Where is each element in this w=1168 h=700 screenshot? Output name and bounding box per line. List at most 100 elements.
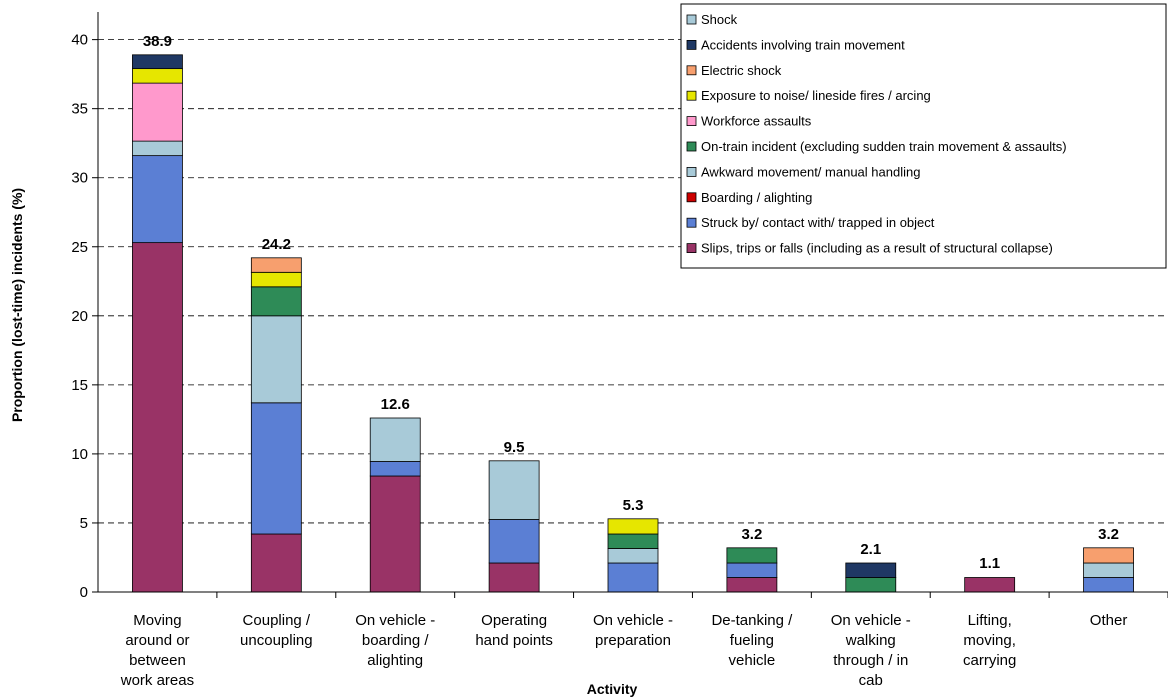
y-tick-label: 0 (80, 584, 88, 601)
bar-segment (607, 518, 659, 535)
y-tick-label: 40 (71, 32, 88, 49)
total-label: 3.2 (1098, 526, 1119, 543)
legend-swatch (686, 243, 697, 254)
bar-segment (132, 68, 183, 84)
x-category-label: carrying (963, 652, 1016, 669)
legend-entry: On-train incident (excluding sudden trai… (701, 139, 1067, 154)
x-category-label: vehicle (729, 652, 776, 669)
total-label: 2.1 (860, 541, 881, 558)
legend: Shock Accidents involving train movement E… (680, 3, 1167, 269)
x-category-label: boarding / (362, 632, 430, 649)
bar-segment (607, 548, 659, 564)
bar-segment (845, 562, 897, 578)
x-category-label: Coupling / (243, 612, 311, 629)
bar-segment (250, 402, 302, 535)
legend-entry: Slips, trips or falls (including as a re… (701, 241, 1053, 256)
legend-entry: Exposure to noise/ lineside fires / arci… (701, 88, 931, 103)
x-category-label: Lifting, (968, 612, 1012, 629)
x-category-label: On vehicle - (831, 612, 911, 629)
x-category-label: preparation (595, 632, 671, 649)
legend-swatch (686, 192, 697, 203)
x-category-label: Moving (133, 612, 181, 629)
legend-entry: Awkward movement/ manual handling (701, 164, 920, 179)
x-category-label: between (129, 652, 186, 669)
bar-segment (607, 562, 659, 593)
bars (132, 54, 1134, 593)
total-label: 9.5 (504, 439, 525, 456)
x-category-label: On vehicle - (593, 612, 673, 629)
legend-entry: Workforce assaults (701, 114, 812, 129)
legend-swatch (686, 217, 697, 228)
bar-segment (250, 315, 302, 404)
bar-segment (250, 286, 302, 317)
bar-segment (488, 460, 540, 520)
bar-segment (132, 140, 183, 157)
bar-segment (488, 519, 540, 564)
bar-segment (250, 533, 302, 593)
y-tick-label: 20 (71, 308, 88, 325)
total-label: 12.6 (381, 396, 410, 413)
y-axis-title: Proportion (lost-time) incidents (%) (9, 188, 25, 422)
x-category-labels: Moving around or between work areas Coupling… (120, 612, 1128, 689)
y-tick-label: 35 (71, 101, 88, 118)
x-category-label: alighting (367, 652, 423, 669)
bar-segment (1083, 562, 1134, 578)
x-category-label: moving, (963, 632, 1016, 649)
x-category-label: walking (845, 632, 896, 649)
total-label: 5.3 (623, 497, 644, 514)
legend-swatch (686, 141, 697, 152)
y-tick-label: 5 (80, 515, 88, 532)
bar-segment (726, 547, 778, 564)
x-category-label: hand points (475, 632, 553, 649)
bar-segment (132, 242, 183, 593)
legend-swatch (686, 90, 697, 101)
total-label: 3.2 (741, 526, 762, 543)
x-category-label: fueling (730, 632, 774, 649)
x-category-label: cab (859, 672, 883, 689)
y-tick-label: 30 (71, 170, 88, 187)
bar-segment (369, 417, 421, 462)
bar-segment (726, 562, 778, 578)
bar-segment (369, 461, 421, 477)
legend-entry: Boarding / alighting (701, 190, 812, 205)
total-label: 24.2 (262, 236, 291, 253)
bar-segment (369, 475, 421, 593)
x-category-label: around or (125, 632, 189, 649)
x-category-label: through / in (833, 652, 908, 669)
x-category-label: uncoupling (240, 632, 313, 649)
bar-segment (845, 577, 897, 593)
legend-entry: Struck by/ contact with/ trapped in obje… (701, 215, 935, 230)
legend-swatch (686, 166, 697, 177)
x-category-label: work areas (120, 672, 194, 689)
legend-entry: Electric shock (701, 63, 782, 78)
axes (92, 12, 1168, 598)
x-category-label: Operating (481, 612, 547, 629)
bar-segment (1083, 577, 1134, 593)
bar-segment (132, 155, 183, 244)
total-label: 1.1 (979, 555, 1000, 572)
bar-segment (964, 577, 1016, 593)
x-category-label: On vehicle - (355, 612, 435, 629)
bar-segment (250, 257, 302, 273)
y-tick-label: 25 (71, 239, 88, 256)
x-category-label: De-tanking / (711, 612, 793, 629)
legend-swatch (686, 40, 697, 50)
x-axis-title: Activity (587, 681, 638, 697)
legend-entry: Shock (701, 12, 738, 27)
bar-segment (1083, 547, 1134, 564)
legend-box (680, 3, 1167, 269)
bar-segment (132, 82, 183, 142)
bar-segment (488, 562, 540, 593)
legend-swatch (686, 116, 697, 126)
bar-segment (132, 54, 183, 70)
bar-segment (726, 577, 778, 593)
bar-segment (607, 533, 659, 549)
total-labels: 38.9 24.2 12.6 9.5 5.3 3.2 2.1 1.1 3.2 (143, 33, 1119, 572)
y-tick-labels: 0 5 10 15 20 25 30 35 40 (71, 32, 88, 601)
x-category-label: Other (1090, 612, 1128, 629)
legend-swatch (686, 65, 697, 76)
legend-swatch (686, 14, 697, 25)
y-tick-label: 10 (71, 446, 88, 463)
bar-segment (250, 271, 302, 288)
